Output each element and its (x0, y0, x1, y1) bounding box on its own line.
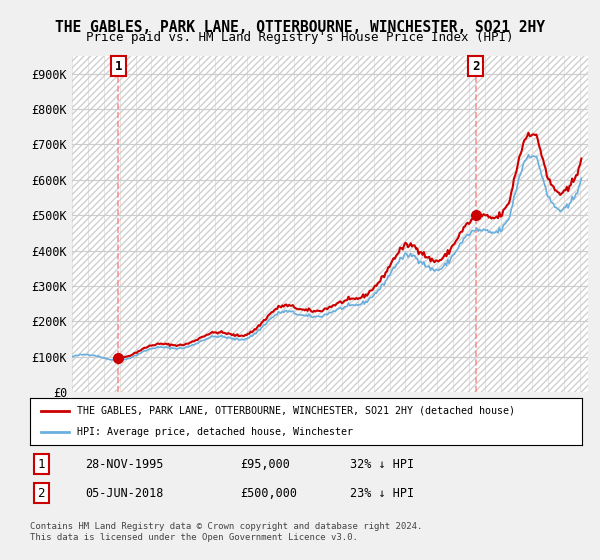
Text: THE GABLES, PARK LANE, OTTERBOURNE, WINCHESTER, SO21 2HY: THE GABLES, PARK LANE, OTTERBOURNE, WINC… (55, 20, 545, 35)
Text: 1: 1 (115, 59, 122, 73)
Text: 28-NOV-1995: 28-NOV-1995 (85, 458, 164, 470)
Text: 2: 2 (472, 59, 479, 73)
Text: THE GABLES, PARK LANE, OTTERBOURNE, WINCHESTER, SO21 2HY (detached house): THE GABLES, PARK LANE, OTTERBOURNE, WINC… (77, 406, 515, 416)
Text: £500,000: £500,000 (240, 487, 297, 500)
Text: 32% ↓ HPI: 32% ↓ HPI (350, 458, 414, 470)
Text: Contains HM Land Registry data © Crown copyright and database right 2024.: Contains HM Land Registry data © Crown c… (30, 522, 422, 531)
Text: Price paid vs. HM Land Registry's House Price Index (HPI): Price paid vs. HM Land Registry's House … (86, 31, 514, 44)
Text: 23% ↓ HPI: 23% ↓ HPI (350, 487, 414, 500)
Text: 1: 1 (37, 458, 45, 470)
Text: This data is licensed under the Open Government Licence v3.0.: This data is licensed under the Open Gov… (30, 533, 358, 543)
Text: HPI: Average price, detached house, Winchester: HPI: Average price, detached house, Winc… (77, 427, 353, 437)
Text: £95,000: £95,000 (240, 458, 290, 470)
Text: 05-JUN-2018: 05-JUN-2018 (85, 487, 164, 500)
Text: 2: 2 (37, 487, 45, 500)
